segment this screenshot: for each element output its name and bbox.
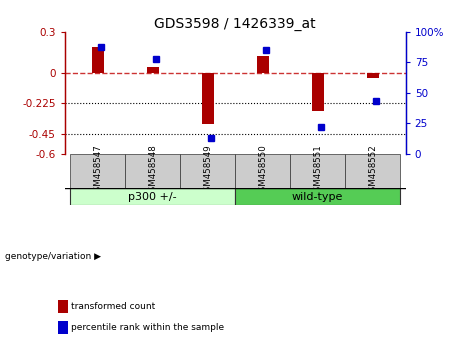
Bar xyxy=(125,154,180,188)
Bar xyxy=(366,73,379,78)
Text: transformed count: transformed count xyxy=(71,302,156,311)
Bar xyxy=(290,154,345,188)
Bar xyxy=(312,73,324,110)
Text: GSM458550: GSM458550 xyxy=(258,144,267,197)
Bar xyxy=(201,73,213,124)
Text: wild-type: wild-type xyxy=(292,192,343,202)
Bar xyxy=(257,56,269,73)
Bar xyxy=(70,154,125,188)
Bar xyxy=(235,154,290,188)
Text: GSM458547: GSM458547 xyxy=(93,144,102,197)
Bar xyxy=(91,47,104,73)
Text: genotype/variation ▶: genotype/variation ▶ xyxy=(5,252,100,261)
Bar xyxy=(147,67,159,73)
Text: GSM458548: GSM458548 xyxy=(148,144,157,197)
Text: GSM458549: GSM458549 xyxy=(203,144,212,197)
Title: GDS3598 / 1426339_at: GDS3598 / 1426339_at xyxy=(154,17,316,31)
Bar xyxy=(70,188,235,205)
Bar xyxy=(180,154,235,188)
Text: GSM458552: GSM458552 xyxy=(368,144,377,197)
Text: p300 +/-: p300 +/- xyxy=(128,192,177,202)
Bar xyxy=(345,154,400,188)
Bar xyxy=(235,188,400,205)
Text: GSM458551: GSM458551 xyxy=(313,144,322,197)
Text: percentile rank within the sample: percentile rank within the sample xyxy=(71,323,225,332)
